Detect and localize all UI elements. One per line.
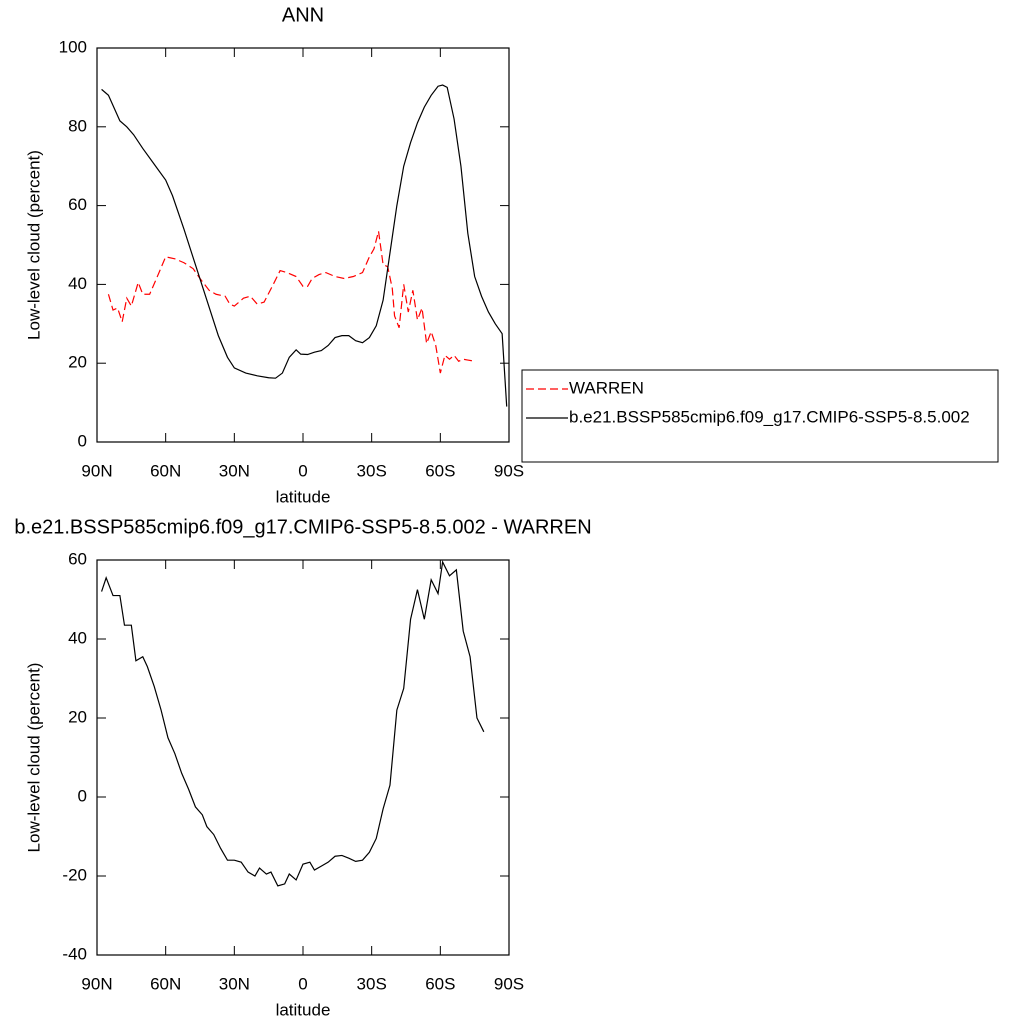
plot-frame [96,559,510,956]
x-tick-label: 30N [219,974,250,993]
x-axis-label: latitude [276,1000,331,1019]
legend-label: WARREN [569,378,644,397]
y-tick-label: 0 [78,431,87,450]
y-tick-label: 60 [68,195,87,214]
x-tick-label: 60N [150,461,181,480]
y-tick-label: 80 [68,116,87,135]
y-axis-label: Low-level cloud (percent) [24,663,43,853]
x-tick-label: 0 [298,974,307,993]
y-tick-label: 0 [78,786,87,805]
y-axis-label: Low-level cloud (percent) [24,150,43,340]
x-tick-label: 60N [150,974,181,993]
x-tick-label: 0 [298,461,307,480]
x-tick-label: 90S [494,461,524,480]
x-tick-label: 90S [494,974,524,993]
data-line [101,84,508,407]
x-tick-label: 30N [219,461,250,480]
legend-box [521,369,999,463]
y-tick-label: 20 [68,707,87,726]
chart-title: ANN [282,4,324,26]
data-line [101,559,485,887]
y-tick-label: 60 [68,549,87,568]
chart-title: b.e21.BSSP585cmip6.f09_g17.CMIP6-SSP5-8.… [14,516,591,538]
data-line [107,231,475,374]
y-tick-label: 40 [68,274,87,293]
x-tick-label: 30S [357,974,387,993]
x-tick-label: 90N [81,974,112,993]
y-tick-label: -40 [62,944,87,963]
y-tick-label: 40 [68,628,87,647]
plot-frame [96,47,510,443]
x-tick-label: 60S [425,461,455,480]
x-tick-label: 90N [81,461,112,480]
y-tick-label: -20 [62,865,87,884]
y-tick-label: 20 [68,353,87,372]
y-tick-label: 100 [59,37,87,56]
x-tick-label: 60S [425,974,455,993]
x-axis-label: latitude [276,487,331,506]
legend-label: b.e21.BSSP585cmip6.f09_g17.CMIP6-SSP5-8.… [569,407,970,426]
x-tick-label: 30S [357,461,387,480]
